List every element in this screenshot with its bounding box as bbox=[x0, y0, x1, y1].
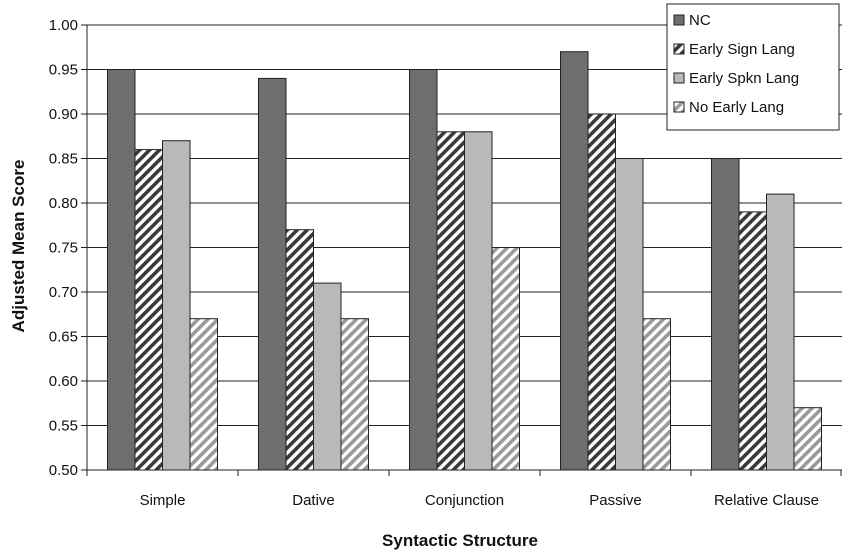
bar bbox=[711, 158, 740, 471]
y-tick-label: 0.90 bbox=[49, 106, 78, 123]
bar bbox=[162, 140, 191, 471]
bar bbox=[436, 131, 465, 471]
bar bbox=[285, 229, 314, 471]
legend-label: NC bbox=[689, 12, 711, 29]
bar bbox=[793, 407, 822, 471]
x-tick-label: Passive bbox=[589, 492, 642, 509]
legend-label: No Early Lang bbox=[689, 99, 784, 116]
bar bbox=[134, 149, 163, 471]
y-tick-label: 1.00 bbox=[49, 17, 78, 34]
legend: NC Early Sign Lang Early Spkn Lang No Early… bbox=[666, 3, 840, 131]
legend-box bbox=[666, 3, 840, 131]
x-tick-label: Simple bbox=[140, 492, 186, 509]
y-tick-label: 0.70 bbox=[49, 284, 78, 301]
bar bbox=[491, 247, 520, 471]
bar bbox=[560, 51, 589, 471]
y-tick-label: 0.65 bbox=[49, 329, 78, 346]
y-axis-title: Adjusted Mean Score bbox=[9, 160, 28, 333]
x-tick-label: Relative Clause bbox=[714, 492, 819, 509]
legend-label: Early Spkn Lang bbox=[689, 70, 799, 87]
bar bbox=[107, 69, 136, 471]
bar bbox=[738, 211, 767, 471]
bar bbox=[615, 158, 644, 471]
bar bbox=[464, 131, 493, 471]
bar bbox=[340, 318, 369, 471]
bar bbox=[642, 318, 671, 471]
y-tick-label: 0.95 bbox=[49, 62, 78, 79]
legend-swatch bbox=[673, 14, 685, 26]
legend-swatch bbox=[673, 101, 685, 113]
bar bbox=[258, 77, 287, 471]
axes: 0.50 0.55 0.60 0.65 0.70 0.75 0.80 0.85 0.90 0.95… bbox=[49, 17, 842, 509]
bar bbox=[766, 193, 795, 471]
legend-swatch bbox=[673, 43, 685, 55]
y-tick-label: 0.50 bbox=[49, 462, 78, 479]
bar bbox=[587, 113, 616, 471]
legend-label: Early Sign Lang bbox=[689, 41, 795, 58]
y-tick-label: 0.75 bbox=[49, 240, 78, 257]
y-tick-label: 0.80 bbox=[49, 195, 78, 212]
x-tick-label: Conjunction bbox=[425, 492, 504, 509]
bar bbox=[189, 318, 218, 471]
bar bbox=[313, 282, 342, 471]
x-axis-title: Syntactic Structure bbox=[382, 531, 538, 550]
x-tick-label: Dative bbox=[292, 492, 335, 509]
legend-swatch bbox=[673, 72, 685, 84]
y-tick-label: 0.60 bbox=[49, 373, 78, 390]
y-tick-label: 0.55 bbox=[49, 418, 78, 435]
bar bbox=[409, 69, 438, 471]
bars bbox=[107, 51, 822, 471]
y-tick-label: 0.85 bbox=[49, 151, 78, 168]
